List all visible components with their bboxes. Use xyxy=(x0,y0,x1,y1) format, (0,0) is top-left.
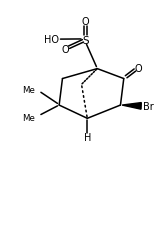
Text: Me: Me xyxy=(22,85,35,94)
Text: Me: Me xyxy=(22,113,35,122)
Polygon shape xyxy=(122,103,141,110)
Text: H: H xyxy=(84,133,91,143)
Text: O: O xyxy=(62,45,70,55)
Text: Br: Br xyxy=(143,101,154,111)
Text: O: O xyxy=(134,64,142,73)
Text: S: S xyxy=(82,35,89,46)
Text: O: O xyxy=(82,17,90,27)
Text: HO: HO xyxy=(44,35,59,45)
